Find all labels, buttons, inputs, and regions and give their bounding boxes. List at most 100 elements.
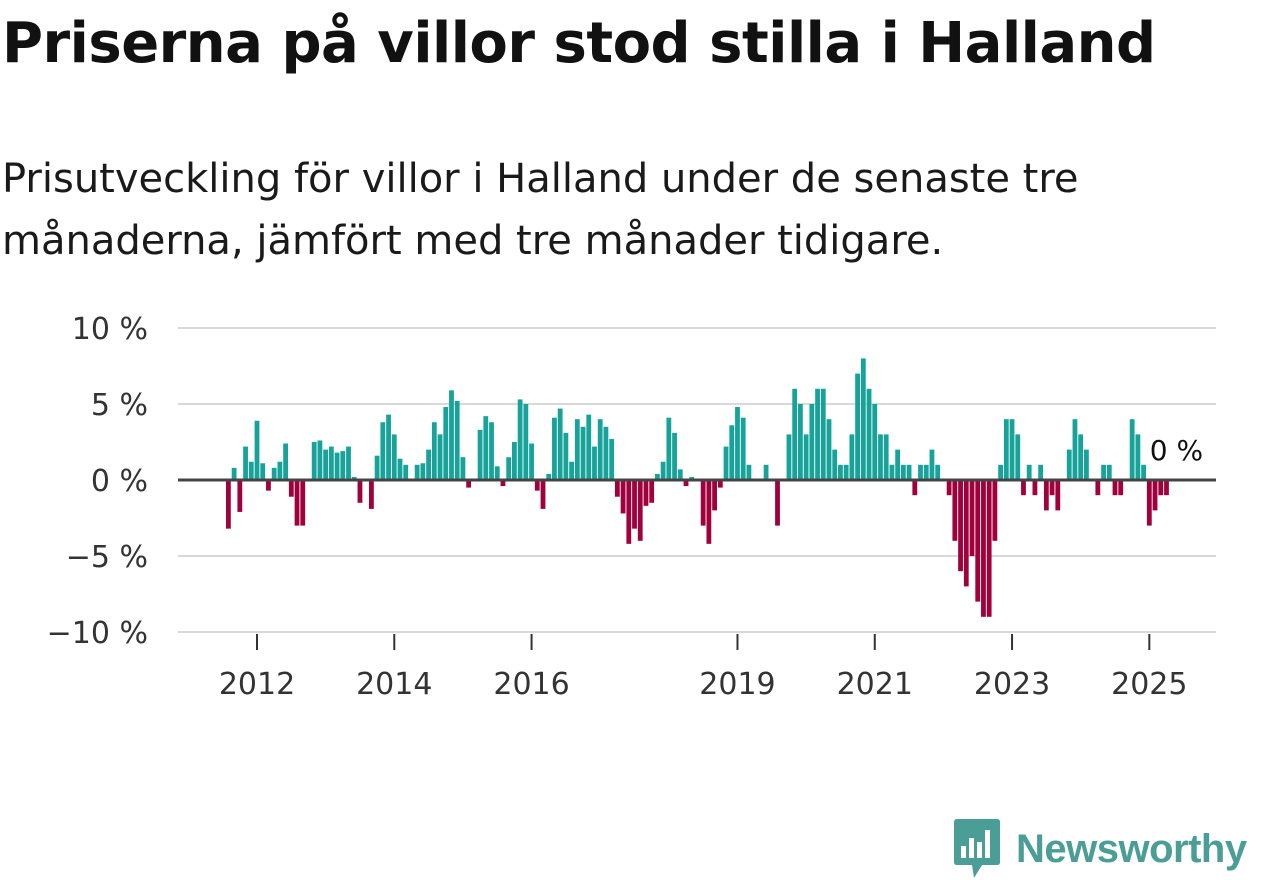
bar xyxy=(998,464,1003,480)
bar xyxy=(946,480,952,496)
bar xyxy=(489,422,494,480)
bar xyxy=(860,358,866,480)
bar xyxy=(866,388,872,480)
bar xyxy=(529,443,534,480)
bar xyxy=(1112,480,1118,496)
bar xyxy=(992,480,998,541)
y-tick-label: 10 % xyxy=(72,312,148,347)
bar xyxy=(477,429,483,480)
bar xyxy=(271,467,277,480)
bar xyxy=(328,446,334,480)
bar xyxy=(1049,480,1055,496)
bar xyxy=(426,449,431,480)
bar xyxy=(592,446,597,480)
bar xyxy=(655,473,660,480)
bar xyxy=(391,434,397,480)
bar xyxy=(614,480,620,497)
bar xyxy=(878,434,883,480)
bar xyxy=(637,480,643,541)
last-value-label: 0 % xyxy=(1150,434,1203,467)
bar xyxy=(975,480,981,602)
bar-chart: 10 % 5 % 0 % −5 % −10 % 2012 2014 2016 2019 2021… xyxy=(47,312,1216,702)
bar xyxy=(237,480,243,512)
bars xyxy=(226,358,1169,617)
bar xyxy=(723,446,729,480)
x-tick-label: 2021 xyxy=(837,667,913,702)
bar xyxy=(1095,480,1101,496)
bar xyxy=(895,449,901,480)
bar xyxy=(546,473,552,480)
bar xyxy=(986,480,992,617)
bar xyxy=(557,408,563,480)
newsworthy-brand: Newsworthy xyxy=(952,818,1247,880)
bar xyxy=(717,480,723,488)
bar xyxy=(906,464,912,480)
bar xyxy=(1101,464,1106,480)
bar xyxy=(414,464,420,480)
x-tick-label: 2023 xyxy=(974,667,1050,702)
bar xyxy=(1032,480,1038,496)
bar xyxy=(483,416,489,480)
bar xyxy=(1078,434,1084,480)
bar xyxy=(254,420,260,480)
bar xyxy=(563,432,569,480)
bar xyxy=(226,480,231,529)
bar xyxy=(643,480,649,506)
bar xyxy=(900,464,906,480)
bar xyxy=(1043,480,1049,511)
bar xyxy=(912,480,918,496)
bar xyxy=(935,464,941,480)
bar xyxy=(820,388,826,480)
bar xyxy=(775,480,780,526)
bar xyxy=(346,446,351,480)
bar xyxy=(374,455,380,480)
bar xyxy=(843,464,849,480)
bar xyxy=(632,480,637,529)
bar xyxy=(552,417,557,480)
bar xyxy=(700,480,706,526)
bar xyxy=(763,464,769,480)
bar xyxy=(466,480,472,488)
bar xyxy=(958,480,963,572)
x-tick-label: 2016 xyxy=(493,667,569,702)
bar xyxy=(969,480,975,556)
bar xyxy=(809,404,815,480)
bar xyxy=(437,434,443,480)
x-tick-label: 2012 xyxy=(219,667,295,702)
bar xyxy=(626,480,632,544)
x-axis: 2012 2014 2016 2019 2021 2023 2025 xyxy=(219,634,1187,702)
bar xyxy=(981,480,986,617)
x-tick-label: 2019 xyxy=(699,667,775,702)
bar xyxy=(334,452,340,480)
bar xyxy=(1072,419,1078,480)
bar xyxy=(294,480,300,526)
bar xyxy=(1038,464,1044,480)
bar xyxy=(1106,464,1112,480)
bar xyxy=(677,469,683,480)
bar xyxy=(580,426,586,480)
bar xyxy=(683,480,689,487)
bar xyxy=(918,464,923,480)
bar xyxy=(540,480,546,509)
bar xyxy=(300,480,306,526)
bar xyxy=(1021,480,1026,496)
y-tick-label: −10 % xyxy=(47,616,148,651)
bar xyxy=(620,480,626,514)
bar xyxy=(1009,419,1015,480)
bar xyxy=(506,457,512,480)
bar xyxy=(311,442,317,480)
bar xyxy=(586,414,592,480)
bar xyxy=(340,451,346,480)
gridlines xyxy=(178,327,1216,633)
bar xyxy=(420,463,426,480)
page-subtitle: Prisutveckling för villor i Halland unde… xyxy=(2,156,1079,264)
bar xyxy=(512,442,517,480)
bar xyxy=(1141,464,1146,480)
bar xyxy=(574,419,580,480)
bar xyxy=(323,449,329,480)
bar xyxy=(832,449,838,480)
bar xyxy=(689,476,695,480)
bar xyxy=(500,480,506,487)
bar xyxy=(792,388,798,480)
x-tick-label: 2025 xyxy=(1111,667,1187,702)
